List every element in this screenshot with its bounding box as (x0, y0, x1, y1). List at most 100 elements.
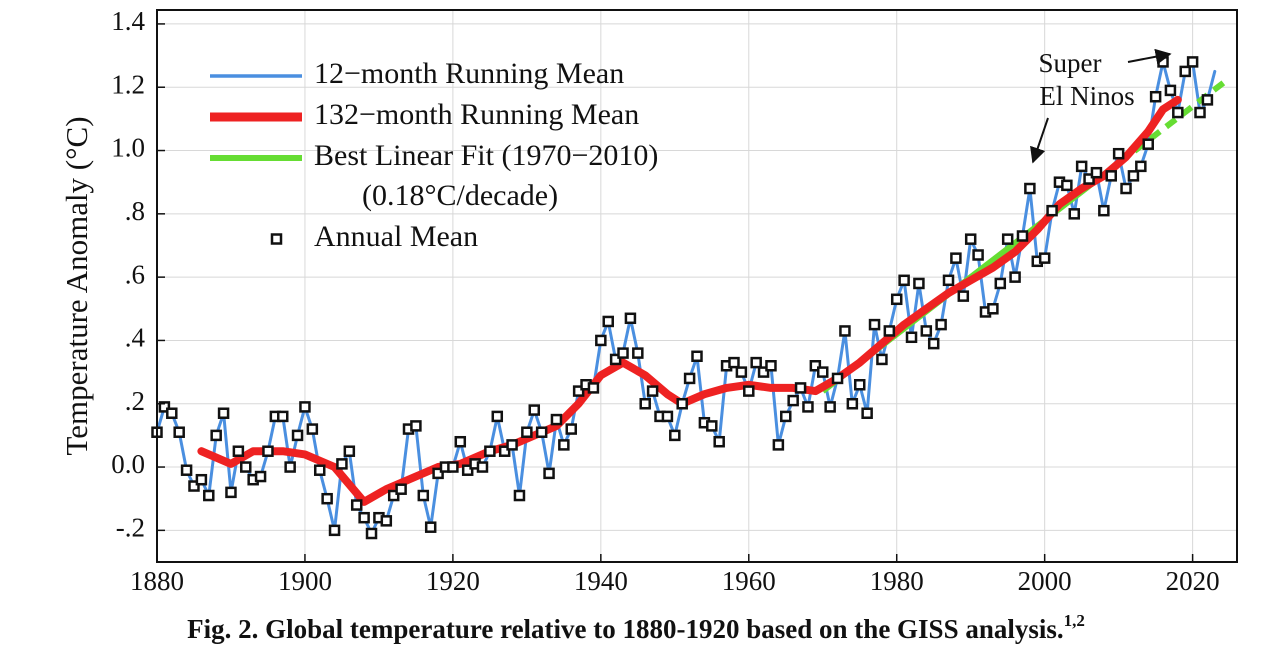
annual-mean-marker (358, 511, 370, 524)
annual-mean-marker (299, 401, 311, 413)
annual-mean-marker (1164, 84, 1177, 97)
annual-mean-marker (558, 439, 570, 451)
annual-mean-marker (1090, 166, 1103, 179)
annual-mean-marker (195, 473, 208, 486)
x-tick-label: 1960 (722, 566, 776, 596)
annual-mean-marker (232, 445, 245, 457)
annual-mean-marker (683, 372, 696, 385)
annual-mean-marker (254, 470, 267, 483)
annual-mean-marker (1083, 173, 1095, 185)
annual-mean-marker (994, 277, 1007, 290)
annual-mean-marker (824, 401, 836, 413)
x-tick-label: 2020 (1166, 566, 1220, 596)
annual-mean-marker (950, 252, 962, 264)
annual-mean-marker (1135, 160, 1147, 173)
annual-mean-marker (750, 356, 762, 369)
legend-swatch (270, 233, 283, 245)
annual-mean-marker (890, 293, 903, 306)
annual-mean-marker (1194, 106, 1206, 119)
annual-mean-marker (624, 312, 637, 325)
annual-mean-marker (713, 435, 725, 448)
annual-mean-marker (432, 467, 444, 480)
annual-mean-marker (831, 372, 844, 385)
annual-mean-marker (1016, 230, 1029, 242)
annual-mean-marker (839, 325, 851, 337)
series-line (197, 95, 1182, 506)
annual-mean-marker (173, 426, 185, 438)
annual-mean-marker (787, 394, 799, 407)
annual-mean-marker (987, 303, 999, 315)
annual-mean-marker (521, 426, 533, 438)
annual-mean-marker (498, 445, 511, 457)
annual-mean-marker (350, 499, 363, 511)
x-tick-label: 1980 (870, 566, 924, 596)
annual-mean-marker (1142, 138, 1154, 150)
legend-label: Annual Mean (314, 220, 478, 253)
annual-mean-marker (1075, 160, 1088, 173)
annual-mean-marker (957, 290, 970, 302)
annual-mean-marker (661, 410, 674, 423)
annual-mean-marker (240, 461, 252, 473)
annual-mean-marker (743, 385, 755, 397)
annual-mean-marker (868, 318, 881, 331)
legend-label: 12−month Running Mean (314, 57, 624, 90)
annual-mean-marker (1201, 94, 1214, 106)
y-tick-label: 1.0 (111, 133, 145, 163)
annual-mean-marker (595, 334, 607, 347)
annual-mean-marker (1157, 56, 1169, 68)
annual-mean-marker (262, 445, 274, 457)
annual-mean-marker (210, 429, 222, 442)
annual-mean-marker (602, 315, 614, 328)
annual-mean-marker (461, 464, 474, 476)
plot (151, 56, 1228, 540)
annual-mean-marker (306, 423, 319, 435)
annual-mean-marker (920, 325, 933, 337)
annual-mean-marker (543, 467, 555, 480)
annual-mean-marker (1179, 65, 1191, 78)
annual-mean-marker (506, 439, 518, 451)
annual-mean-marker (1112, 147, 1125, 160)
caption: Fig. 2. Global temperature relative to 1… (187, 611, 1085, 644)
annual-mean-marker (291, 429, 304, 442)
annual-mean-marker (550, 413, 563, 426)
annual-mean-marker (1068, 208, 1081, 220)
annual-mean-marker (277, 410, 289, 423)
annual-mean-marker (1149, 90, 1162, 103)
y-axis-label: Temperature Anomaly (°C) (59, 116, 94, 455)
annual-mean-marker (927, 337, 940, 350)
y-tick-label: .4 (125, 323, 146, 353)
annual-mean-marker (1046, 204, 1058, 217)
annual-mean-marker (646, 385, 659, 397)
annual-mean-marker (535, 426, 548, 438)
annual-mean-marker (765, 360, 777, 372)
annual-mean-marker (853, 379, 866, 391)
annual-mean-marker (476, 461, 489, 473)
annual-mean-marker (706, 420, 718, 432)
annual-mean-marker (313, 464, 326, 476)
annual-mean-marker (565, 423, 577, 435)
annual-mean-marker (180, 464, 193, 476)
annual-mean-marker (365, 527, 378, 540)
annual-mean-marker (1172, 106, 1184, 119)
legend-label: Best Linear Fit (1970−2010) (314, 139, 658, 172)
annual-mean-marker (528, 404, 541, 416)
annual-mean-marker (1098, 204, 1110, 217)
annual-mean-marker (669, 429, 681, 442)
annual-mean-marker (424, 521, 437, 533)
annual-mean-marker (454, 435, 467, 448)
annual-mean-marker (1038, 252, 1051, 264)
y-tick-label: .2 (125, 386, 145, 416)
annual-mean-marker (676, 397, 688, 410)
annual-mean-marker (225, 486, 237, 499)
x-tick-label: 1940 (574, 566, 628, 596)
x-tick-label: 1920 (426, 566, 480, 596)
caption-text: Fig. 2. Global temperature relative to 1… (187, 614, 1064, 644)
annual-mean-marker (1009, 271, 1021, 283)
annual-mean-marker (632, 347, 644, 359)
y-tick-label: 0.0 (111, 449, 145, 479)
annotation: El Ninos (1039, 81, 1134, 111)
annual-mean-marker (484, 445, 496, 457)
annual-mean-marker (846, 397, 859, 410)
annual-mean-marker (336, 458, 348, 470)
